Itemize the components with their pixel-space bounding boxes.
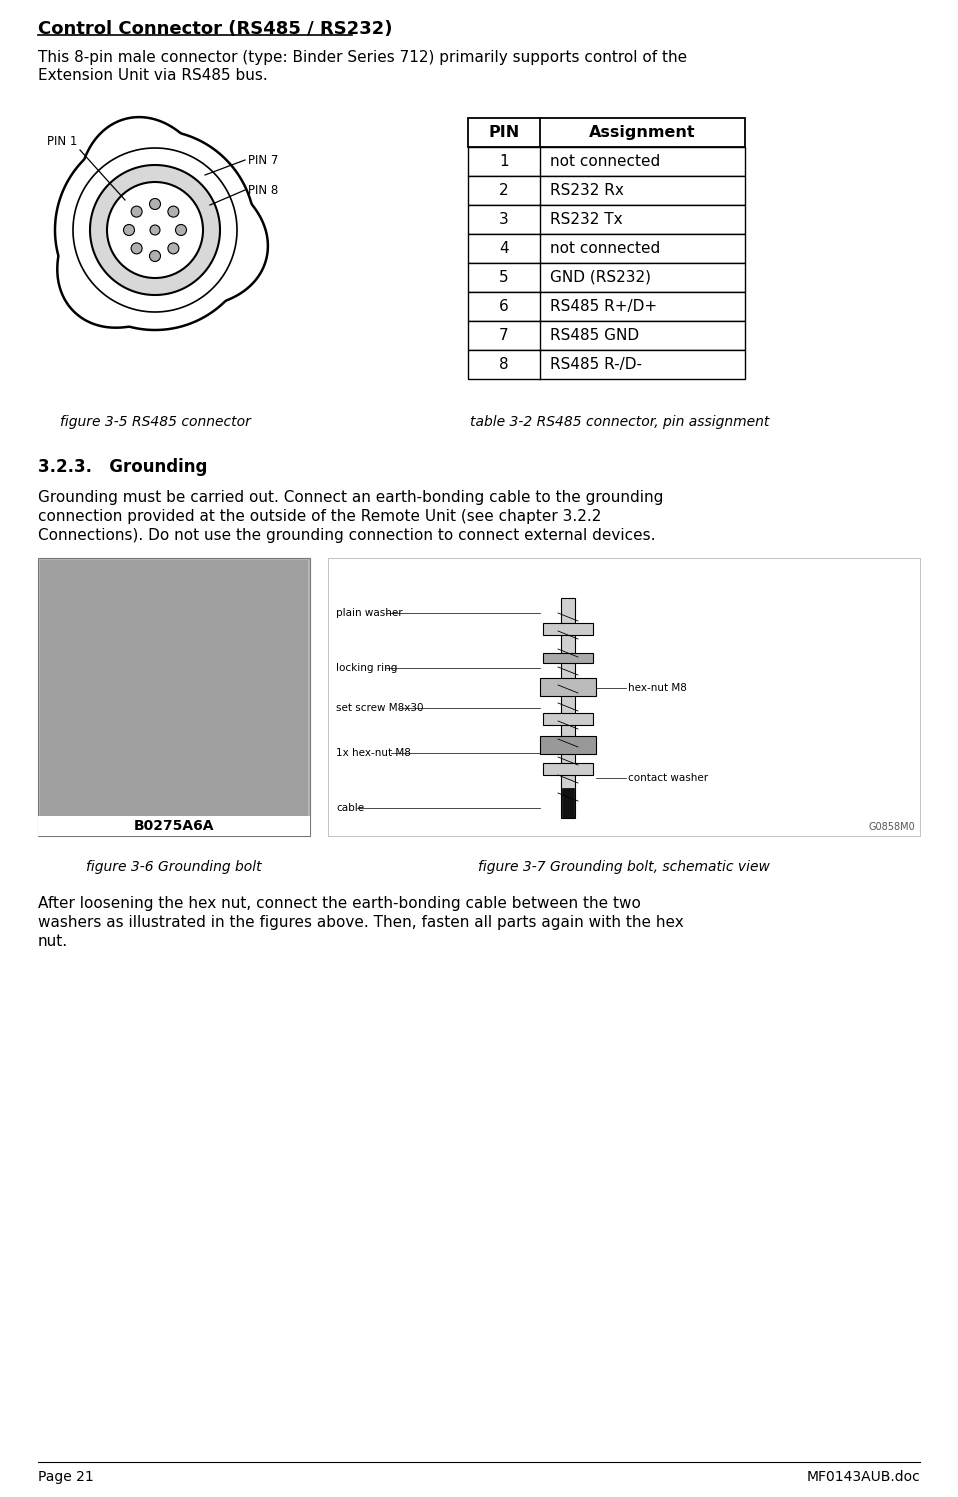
Bar [540, 737, 596, 754]
Text: cable: cable [336, 802, 364, 813]
Text: 1x hex-nut M8: 1x hex-nut M8 [336, 748, 411, 757]
Bar [468, 292, 745, 320]
Bar [468, 118, 745, 147]
Text: table 3-2 RS485 connector, pin assignment: table 3-2 RS485 connector, pin assignmen… [470, 415, 769, 430]
Text: Grounding must be carried out. Connect an earth-bonding cable to the grounding: Grounding must be carried out. Connect a… [38, 490, 663, 504]
Text: 7: 7 [499, 328, 509, 343]
Circle shape [131, 243, 142, 254]
Text: figure 3-7 Grounding bolt, schematic view: figure 3-7 Grounding bolt, schematic vie… [478, 859, 770, 874]
Bar [468, 350, 745, 379]
Circle shape [168, 243, 179, 254]
Text: not connected: not connected [550, 154, 660, 169]
Bar [543, 653, 593, 663]
Text: RS485 R+/D+: RS485 R+/D+ [550, 299, 657, 314]
Text: PIN 7: PIN 7 [248, 154, 279, 166]
Bar [540, 678, 596, 696]
Polygon shape [55, 117, 268, 329]
Text: plain washer: plain washer [336, 608, 402, 618]
Circle shape [149, 250, 161, 262]
Text: set screw M8x30: set screw M8x30 [336, 704, 423, 713]
Text: 4: 4 [499, 241, 509, 256]
Text: nut.: nut. [38, 934, 68, 949]
Bar [38, 558, 310, 835]
Text: PIN 8: PIN 8 [248, 184, 278, 196]
Circle shape [150, 225, 160, 235]
Bar [543, 623, 593, 635]
Text: RS232 Rx: RS232 Rx [550, 183, 624, 198]
Text: 1: 1 [499, 154, 509, 169]
Text: 3: 3 [499, 213, 509, 228]
Circle shape [175, 225, 187, 235]
Text: figure 3-5 RS485 connector: figure 3-5 RS485 connector [59, 415, 250, 430]
Text: RS485 GND: RS485 GND [550, 328, 639, 343]
Text: figure 3-6 Grounding bolt: figure 3-6 Grounding bolt [86, 859, 262, 874]
Text: PIN: PIN [489, 126, 519, 141]
Bar [468, 177, 745, 205]
Text: hex-nut M8: hex-nut M8 [628, 683, 687, 693]
Text: 2: 2 [499, 183, 509, 198]
Text: B0275A6A: B0275A6A [134, 819, 215, 832]
Text: Control Connector (RS485 / RS232): Control Connector (RS485 / RS232) [38, 19, 393, 37]
Bar [468, 320, 745, 350]
Polygon shape [73, 148, 237, 311]
Text: Page 21: Page 21 [38, 1470, 94, 1484]
Bar [561, 597, 575, 817]
Text: RS232 Tx: RS232 Tx [550, 213, 623, 228]
Text: 3.2.3.   Grounding: 3.2.3. Grounding [38, 458, 207, 476]
Bar [468, 205, 745, 234]
Bar [468, 234, 745, 263]
Circle shape [131, 207, 142, 217]
Text: 8: 8 [499, 356, 509, 371]
Text: Assignment: Assignment [589, 126, 696, 141]
Circle shape [124, 225, 134, 235]
Text: Connections). Do not use the grounding connection to connect external devices.: Connections). Do not use the grounding c… [38, 528, 655, 543]
Text: washers as illustrated in the figures above. Then, fasten all parts again with t: washers as illustrated in the figures ab… [38, 915, 684, 930]
Text: GND (RS232): GND (RS232) [550, 269, 651, 284]
Text: 6: 6 [499, 299, 509, 314]
Bar [468, 147, 745, 177]
Bar [543, 763, 593, 775]
Text: locking ring: locking ring [336, 663, 398, 674]
Text: Extension Unit via RS485 bus.: Extension Unit via RS485 bus. [38, 67, 267, 82]
Circle shape [149, 199, 161, 210]
Text: MF0143AUB.doc: MF0143AUB.doc [807, 1470, 920, 1484]
Text: G0858M0: G0858M0 [868, 822, 915, 832]
Text: connection provided at the outside of the Remote Unit (see chapter 3.2.2: connection provided at the outside of th… [38, 509, 602, 524]
Text: not connected: not connected [550, 241, 660, 256]
Text: RS485 R-/D-: RS485 R-/D- [550, 356, 642, 371]
Circle shape [107, 183, 203, 278]
Bar [543, 713, 593, 725]
Bar [328, 558, 920, 835]
Text: After loosening the hex nut, connect the earth-bonding cable between the two: After loosening the hex nut, connect the… [38, 897, 641, 912]
Bar [38, 816, 310, 835]
Text: contact washer: contact washer [628, 772, 708, 783]
Bar [468, 263, 745, 292]
Polygon shape [90, 165, 220, 295]
Text: 5: 5 [499, 269, 509, 284]
Text: PIN 1: PIN 1 [47, 135, 77, 148]
Bar [40, 560, 308, 834]
Bar [562, 787, 574, 817]
Text: This 8-pin male connector (type: Binder Series 712) primarily supports control o: This 8-pin male connector (type: Binder … [38, 49, 687, 64]
Circle shape [168, 207, 179, 217]
